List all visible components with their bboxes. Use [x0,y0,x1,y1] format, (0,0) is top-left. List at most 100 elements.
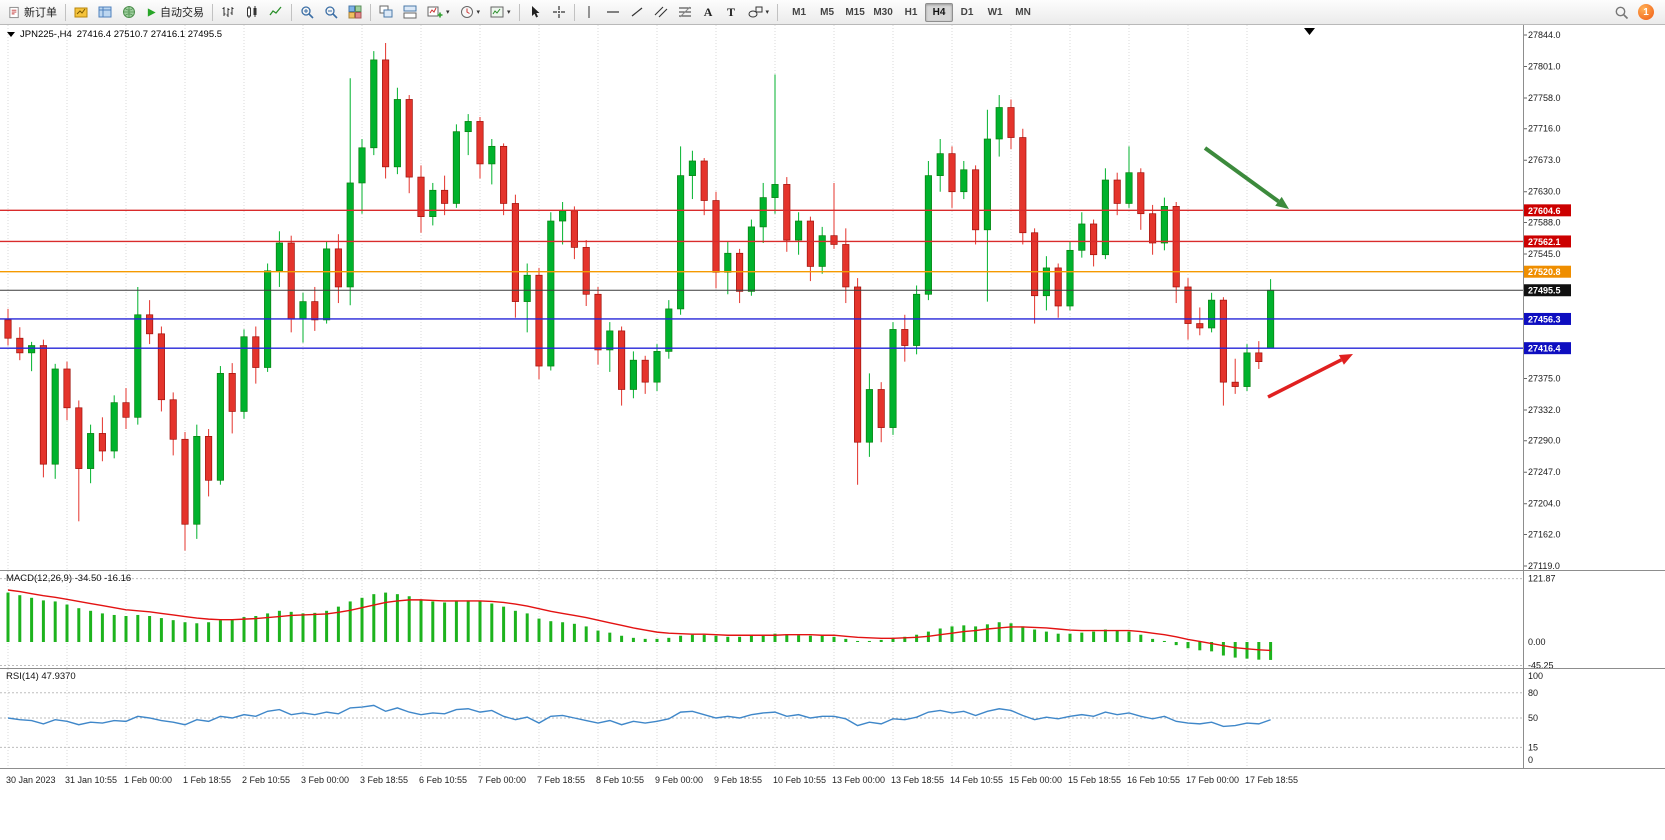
tf-w1-button[interactable]: W1 [981,3,1009,22]
horizontal-line-icon [606,11,619,13]
price-axis-label: 27119.0 [1528,561,1560,570]
fibonacci-button[interactable] [673,2,697,23]
tf-d1-button[interactable]: D1 [953,3,981,22]
tf-m15-button[interactable]: M15 [841,3,869,22]
channel-icon [654,6,667,18]
market-watch-button[interactable] [69,2,93,23]
candlestick-button[interactable] [240,2,264,23]
timeframe-toolbar: M1 M5 M15 M30 H1 H4 D1 W1 MN [785,2,1037,22]
label-tool-button[interactable]: T [720,2,743,23]
period-button[interactable]: ▾ [455,2,486,23]
candle [535,274,543,367]
candle [1125,172,1133,204]
toolbar-separator [370,3,371,21]
arrange-windows-button[interactable] [398,2,422,23]
zoom-in-icon [301,6,314,19]
channel-button[interactable] [649,2,673,23]
candle [393,99,401,168]
vertical-line-button[interactable] [578,2,601,23]
candle [924,175,932,295]
candle [547,220,555,367]
new-order-icon [9,6,19,18]
data-window-icon [98,6,112,18]
line-chart-icon [269,6,282,16]
candle [972,169,980,231]
macd-indicator-panel[interactable]: 121.87 0.00 -45.25 [0,570,1665,668]
candle [358,147,366,184]
candle [51,368,59,465]
line-chart-button[interactable] [264,2,288,23]
data-window-button[interactable] [93,2,117,23]
new-order-button[interactable]: 新订单 [3,2,62,23]
candle [1031,232,1039,297]
search-button[interactable] [1609,2,1634,23]
notification-badge[interactable]: 1 [1638,4,1654,20]
bar-chart-icon [222,7,234,17]
candle [606,330,614,351]
cursor-button[interactable] [523,2,547,23]
candle [641,359,649,383]
main-price-chart[interactable]: 27844.0 27801.0 27758.0 27716.0 27673.0 27630… [0,25,1665,570]
horizontal-line-button[interactable] [601,2,625,23]
crosshair-icon [552,6,565,18]
candle [1007,107,1015,138]
green-arrow-object[interactable] [1275,196,1289,209]
tf-m30-button[interactable]: M30 [869,3,897,22]
candle [1208,299,1216,329]
candle [783,184,791,241]
price-tag [1524,265,1571,278]
template-button[interactable]: ▾ [485,2,516,23]
candle [842,244,850,288]
price-axis-label: 27630.0 [1528,187,1561,197]
candle [1149,213,1157,244]
zoom-out-button[interactable] [319,2,343,23]
new-chart-button[interactable]: ▾ [422,2,455,23]
macd-axis-label: 0.00 [1528,637,1546,647]
red-arrow-object[interactable] [1338,354,1353,365]
shapes-button[interactable]: ▾ [743,2,775,23]
candle [830,235,838,245]
time-axis-label: 14 Feb 10:55 [950,775,1004,785]
text-tool-button[interactable]: A [697,2,720,23]
rsi-line [7,704,1271,728]
svg-text:27604.6: 27604.6 [1528,206,1561,216]
time-axis-label: 13 Feb 00:00 [832,775,886,785]
zoom-in-button[interactable] [295,2,319,23]
market-watch-icon [74,7,88,18]
time-axis[interactable]: 30 Jan 2023 31 Jan 10:55 1 Feb 00:00 1 Feb … [0,768,1665,792]
tf-h4-button[interactable]: H4 [925,2,954,22]
navigator-button[interactable] [117,2,141,23]
candle [795,220,803,241]
candle [134,314,142,418]
green-arrow-object[interactable] [1203,146,1280,203]
macd-name: MACD(12,26,9) [6,573,72,584]
tf-mn-button[interactable]: MN [1009,3,1037,22]
cascade-windows-button[interactable] [374,2,398,23]
candle [511,203,519,302]
shapes-icon [748,6,763,18]
navigator-icon [123,6,135,18]
chart-shift-marker[interactable] [1304,28,1315,35]
auto-trading-button[interactable]: 自动交易 [141,2,209,23]
zoom-out-icon [325,6,338,19]
symbol-info[interactable]: JPN225-,H4 27416.4 27510.7 27416.1 27495… [7,29,222,40]
tf-h1-button[interactable]: H1 [897,3,925,22]
svg-text:27495.5: 27495.5 [1528,286,1561,296]
tf-m1-button[interactable]: M1 [785,3,813,22]
rsi-indicator-panel[interactable]: 100 80 50 15 0 [0,668,1665,768]
trendline-button[interactable] [625,2,649,23]
crosshair-button[interactable] [547,2,571,23]
one-click-trading-toggle-icon[interactable] [7,32,15,37]
chart-window: 27844.0 27801.0 27758.0 27716.0 27673.0 27630… [0,25,1665,840]
tf-m5-button[interactable]: M5 [813,3,841,22]
bar-chart-button[interactable] [216,2,240,23]
candle [488,145,496,165]
candle [334,248,342,288]
candle [1184,286,1192,324]
red-arrow-object[interactable] [1267,358,1343,399]
tile-windows-button[interactable] [343,2,367,23]
price-tag [1524,312,1571,325]
candle [193,436,201,525]
price-axis-label: 27716.0 [1528,124,1561,134]
price-axis-label: 27247.0 [1528,467,1561,477]
